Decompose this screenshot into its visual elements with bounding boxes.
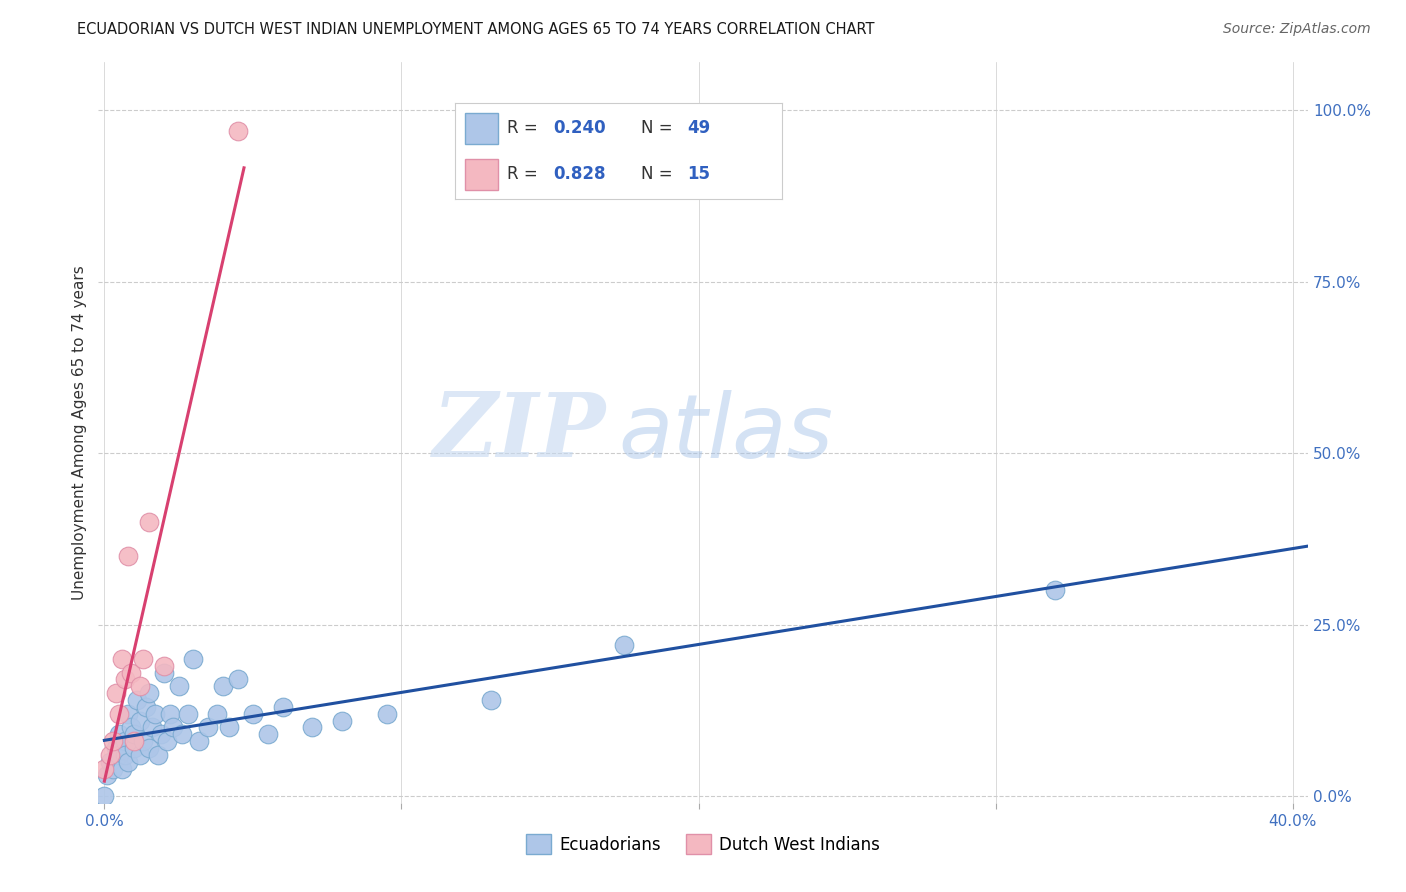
Point [149, 727, 172, 741]
Point [108, 747, 131, 762]
Point [120, 720, 142, 734]
Point [152, 658, 174, 673]
Point [138, 686, 160, 700]
Point [152, 665, 174, 680]
Point [170, 727, 193, 741]
Point [114, 734, 136, 748]
Point [1043, 583, 1066, 598]
Point [226, 124, 249, 138]
Point [613, 638, 636, 652]
Point [143, 706, 166, 721]
Point [183, 652, 205, 666]
Point [129, 747, 152, 762]
Point [162, 720, 184, 734]
Point [125, 693, 148, 707]
Point [122, 741, 145, 756]
Point [117, 706, 139, 721]
Point [114, 747, 136, 762]
Point [212, 679, 235, 693]
Point [226, 673, 249, 687]
Point [93, 789, 115, 803]
Point [96, 768, 118, 782]
Point [138, 741, 160, 756]
Point [138, 515, 160, 529]
Point [301, 720, 323, 734]
Point [159, 706, 181, 721]
Point [122, 734, 145, 748]
Point [105, 686, 128, 700]
Text: ZIP: ZIP [433, 390, 606, 475]
Point [105, 741, 128, 756]
Point [479, 693, 502, 707]
Point [98, 747, 121, 762]
Point [156, 734, 179, 748]
Point [114, 673, 136, 687]
Point [176, 706, 198, 721]
Point [111, 762, 134, 776]
Point [108, 727, 131, 741]
Point [129, 679, 152, 693]
Text: atlas: atlas [619, 390, 834, 475]
Point [93, 762, 115, 776]
Point [129, 714, 152, 728]
Point [146, 747, 169, 762]
Point [103, 762, 125, 776]
Point [117, 549, 139, 563]
Point [141, 720, 163, 734]
Point [132, 734, 155, 748]
Point [103, 734, 125, 748]
Text: ECUADORIAN VS DUTCH WEST INDIAN UNEMPLOYMENT AMONG AGES 65 TO 74 YEARS CORRELATI: ECUADORIAN VS DUTCH WEST INDIAN UNEMPLOY… [77, 22, 875, 37]
Point [108, 706, 131, 721]
Point [132, 652, 155, 666]
Legend: Ecuadorians, Dutch West Indians: Ecuadorians, Dutch West Indians [519, 828, 887, 861]
Point [120, 665, 142, 680]
Point [242, 706, 264, 721]
Point [122, 727, 145, 741]
Point [135, 699, 157, 714]
Point [218, 720, 240, 734]
Point [188, 734, 211, 748]
Point [256, 727, 278, 741]
Point [271, 699, 294, 714]
Point [330, 714, 353, 728]
Point [375, 706, 398, 721]
Point [197, 720, 219, 734]
Point [98, 755, 121, 769]
Point [207, 706, 229, 721]
Text: Source: ZipAtlas.com: Source: ZipAtlas.com [1223, 22, 1371, 37]
Y-axis label: Unemployment Among Ages 65 to 74 years: Unemployment Among Ages 65 to 74 years [72, 265, 87, 600]
Point [167, 679, 190, 693]
Point [117, 755, 139, 769]
Point [111, 652, 134, 666]
